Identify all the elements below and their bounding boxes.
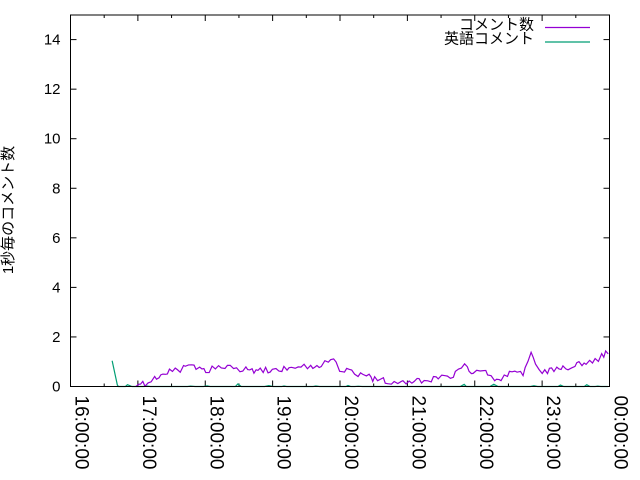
svg-text:17:00:00: 17:00:00 bbox=[138, 396, 159, 470]
svg-text:18:00:00: 18:00:00 bbox=[205, 396, 226, 470]
svg-text:8: 8 bbox=[52, 180, 60, 197]
svg-text:2: 2 bbox=[52, 329, 60, 346]
svg-text:16:00:00: 16:00:00 bbox=[71, 396, 92, 470]
svg-text:14: 14 bbox=[44, 32, 61, 49]
svg-text:1秒毎のコメント数: 1秒毎のコメント数 bbox=[0, 146, 17, 274]
svg-text:22:00:00: 22:00:00 bbox=[475, 396, 496, 470]
svg-text:10: 10 bbox=[44, 131, 61, 148]
svg-text:4: 4 bbox=[52, 279, 60, 296]
svg-text:20:00:00: 20:00:00 bbox=[340, 396, 361, 470]
svg-text:23:00:00: 23:00:00 bbox=[542, 396, 563, 470]
svg-text:19:00:00: 19:00:00 bbox=[273, 396, 294, 470]
svg-text:6: 6 bbox=[52, 230, 60, 247]
svg-text:英語コメント: 英語コメント bbox=[444, 30, 534, 48]
svg-text:0: 0 bbox=[52, 379, 60, 396]
svg-text:00:00:00: 00:00:00 bbox=[610, 396, 631, 470]
svg-text:12: 12 bbox=[44, 81, 61, 98]
svg-text:21:00:00: 21:00:00 bbox=[407, 396, 428, 470]
